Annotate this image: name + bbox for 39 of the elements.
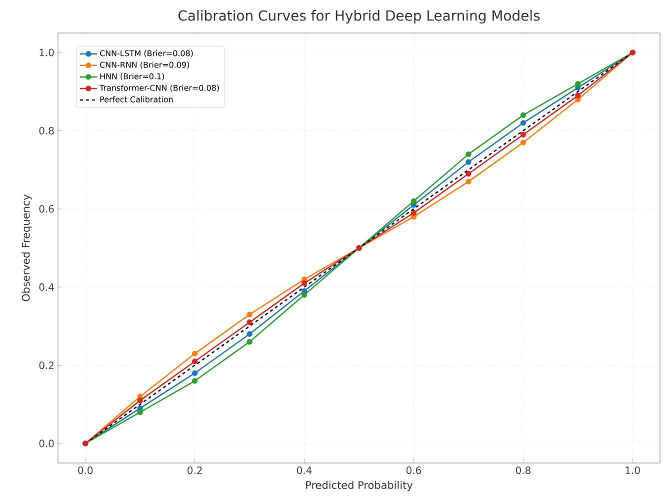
point [520, 112, 526, 118]
x-axis-title: Predicted Probability [306, 480, 413, 492]
x-tick-label: 1.0 [626, 466, 640, 474]
point [410, 198, 417, 204]
point [575, 92, 581, 98]
point [466, 151, 472, 158]
point [246, 338, 252, 345]
point [575, 80, 581, 87]
point [137, 409, 143, 416]
point [466, 159, 472, 165]
y-axis-title: Observed Frequency [22, 194, 32, 302]
point [301, 292, 308, 298]
chart-title: Calibration Curves for Hybrid Deep Learning Models [178, 10, 540, 24]
point [246, 312, 252, 318]
y-tick-label: 0.4 [39, 283, 54, 291]
x-tick-label: 0.6 [406, 466, 422, 474]
y-tick-label: 0.6 [39, 205, 54, 213]
y-tick-label: 0.8 [39, 126, 54, 134]
point [520, 132, 526, 138]
point [192, 350, 198, 356]
y-tick-label: 0.2 [39, 361, 54, 370]
x-tick-label: 0.2 [188, 466, 202, 474]
y-tick-label: 1.0 [40, 48, 54, 56]
point [466, 170, 472, 177]
point [410, 210, 417, 216]
point [246, 319, 252, 326]
y-tick-label: 0.0 [39, 440, 54, 448]
point [466, 178, 472, 184]
point [137, 398, 143, 404]
point [520, 140, 526, 146]
x-tick-label: 0.4 [297, 466, 312, 474]
point [520, 120, 526, 126]
point [192, 358, 198, 364]
x-tick-label: 0.0 [78, 466, 93, 474]
point [301, 280, 308, 286]
point [192, 370, 198, 376]
point [246, 331, 252, 337]
x-tick-label: 0.8 [516, 466, 530, 474]
point [192, 378, 198, 384]
